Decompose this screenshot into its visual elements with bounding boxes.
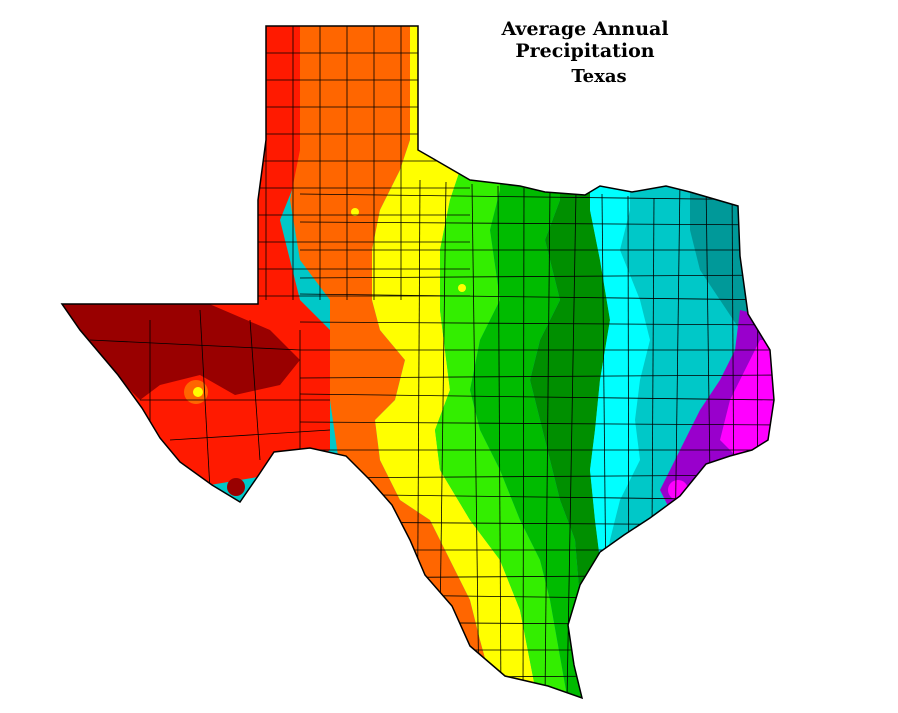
map-subtitle: Texas bbox=[571, 66, 627, 87]
county-line bbox=[522, 187, 525, 698]
county-line bbox=[299, 374, 774, 379]
precip-zone-z1 bbox=[62, 290, 300, 400]
precip-zone-z4 bbox=[372, 26, 540, 698]
county-line bbox=[299, 274, 774, 279]
precip-zone-z2 bbox=[62, 26, 330, 520]
precip-spot bbox=[351, 208, 359, 216]
county-line bbox=[299, 293, 774, 301]
county-line bbox=[299, 393, 774, 401]
county-line bbox=[249, 319, 261, 461]
county-line bbox=[299, 321, 774, 326]
county-line bbox=[299, 221, 774, 226]
precip-spot bbox=[227, 478, 245, 496]
precip-spot bbox=[458, 284, 466, 292]
map-title: Average Annual Precipitation bbox=[501, 18, 669, 62]
county-line bbox=[299, 193, 774, 201]
county-line bbox=[89, 339, 301, 351]
county-line bbox=[169, 429, 331, 441]
county-line bbox=[299, 421, 774, 426]
county-line bbox=[471, 183, 480, 698]
precip-zone-z3 bbox=[290, 26, 500, 698]
county-line bbox=[544, 189, 551, 698]
county-line bbox=[299, 693, 774, 698]
county-line bbox=[756, 185, 759, 698]
precip-spot bbox=[193, 387, 203, 397]
texas-state-border bbox=[60, 25, 775, 700]
county-line bbox=[497, 185, 502, 698]
